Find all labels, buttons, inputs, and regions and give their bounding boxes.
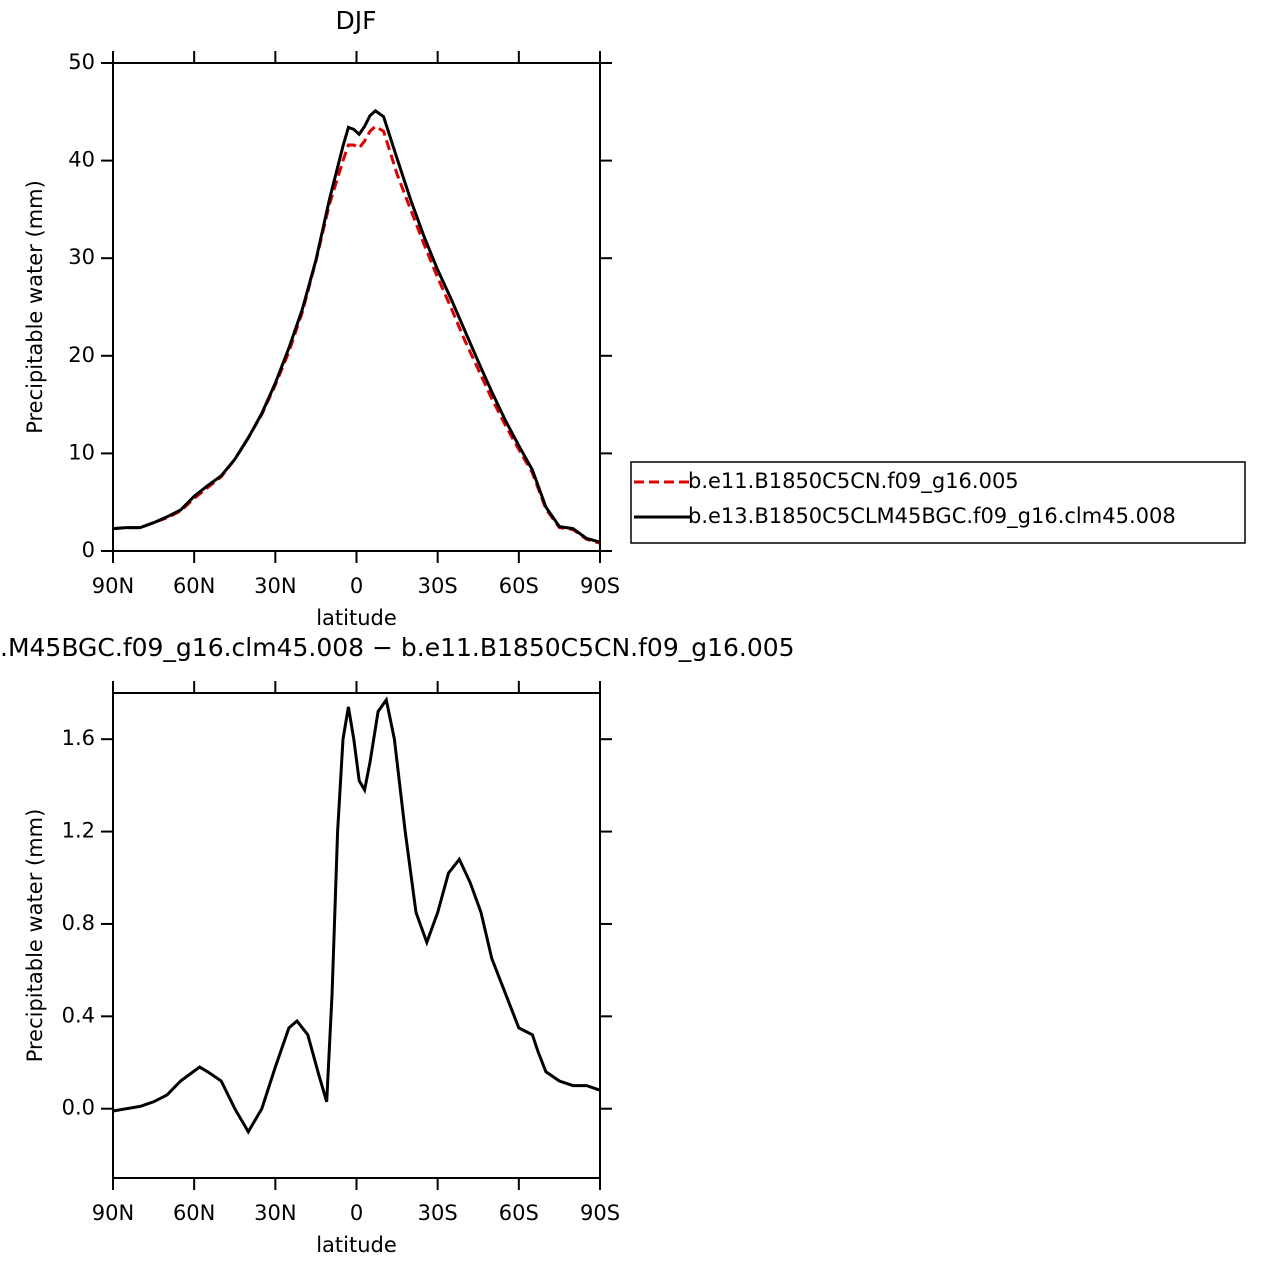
y-axis-label: Precipitable water (mm) bbox=[23, 180, 47, 434]
x-tick-label: 30S bbox=[418, 1201, 458, 1225]
data-line bbox=[112, 108, 601, 544]
y-tick-label: 40 bbox=[68, 148, 95, 172]
x-tick-label: 60S bbox=[499, 574, 539, 598]
x-tick-label: 90S bbox=[580, 574, 620, 598]
x-tick-label: 30N bbox=[254, 1201, 296, 1225]
y-tick-label: 20 bbox=[68, 343, 95, 367]
y-tick-label: 30 bbox=[68, 245, 95, 269]
legend-box bbox=[630, 461, 1246, 544]
x-axis-label: latitude bbox=[316, 1233, 397, 1257]
y-axis-label: Precipitable water (mm) bbox=[23, 809, 47, 1063]
legend-label: b.e13.B1850C5CLM45BGC.f09_g16.clm45.008 bbox=[688, 504, 1176, 529]
x-tick-label: 30N bbox=[254, 574, 296, 598]
data-line bbox=[112, 696, 601, 1135]
y-tick-label: 0.8 bbox=[62, 911, 95, 935]
legend-label: b.e11.B1850C5CN.f09_g16.005 bbox=[688, 469, 1019, 494]
y-tick-label: 0 bbox=[82, 538, 95, 562]
x-tick-label: 0 bbox=[350, 1201, 363, 1225]
x-axis-label: latitude bbox=[316, 606, 397, 630]
x-tick-label: 60N bbox=[173, 1201, 215, 1225]
data-line bbox=[112, 124, 601, 545]
y-tick-label: 10 bbox=[68, 440, 95, 464]
y-tick-label: 0.0 bbox=[62, 1096, 95, 1120]
x-tick-label: 90N bbox=[92, 1201, 134, 1225]
plot-frame bbox=[112, 62, 601, 552]
y-tick-label: 1.2 bbox=[62, 819, 95, 843]
y-tick-label: 1.6 bbox=[62, 726, 95, 750]
chart-title: DJF bbox=[335, 6, 376, 35]
x-tick-label: 90S bbox=[580, 1201, 620, 1225]
x-tick-label: 60S bbox=[499, 1201, 539, 1225]
y-tick-label: 0.4 bbox=[62, 1003, 95, 1027]
chart-title: .M45BGC.f09_g16.clm45.008 − b.e11.B1850C… bbox=[0, 633, 795, 662]
x-tick-label: 30S bbox=[418, 574, 458, 598]
x-tick-label: 90N bbox=[92, 574, 134, 598]
x-tick-label: 60N bbox=[173, 574, 215, 598]
x-tick-label: 0 bbox=[350, 574, 363, 598]
y-tick-label: 50 bbox=[68, 50, 95, 74]
